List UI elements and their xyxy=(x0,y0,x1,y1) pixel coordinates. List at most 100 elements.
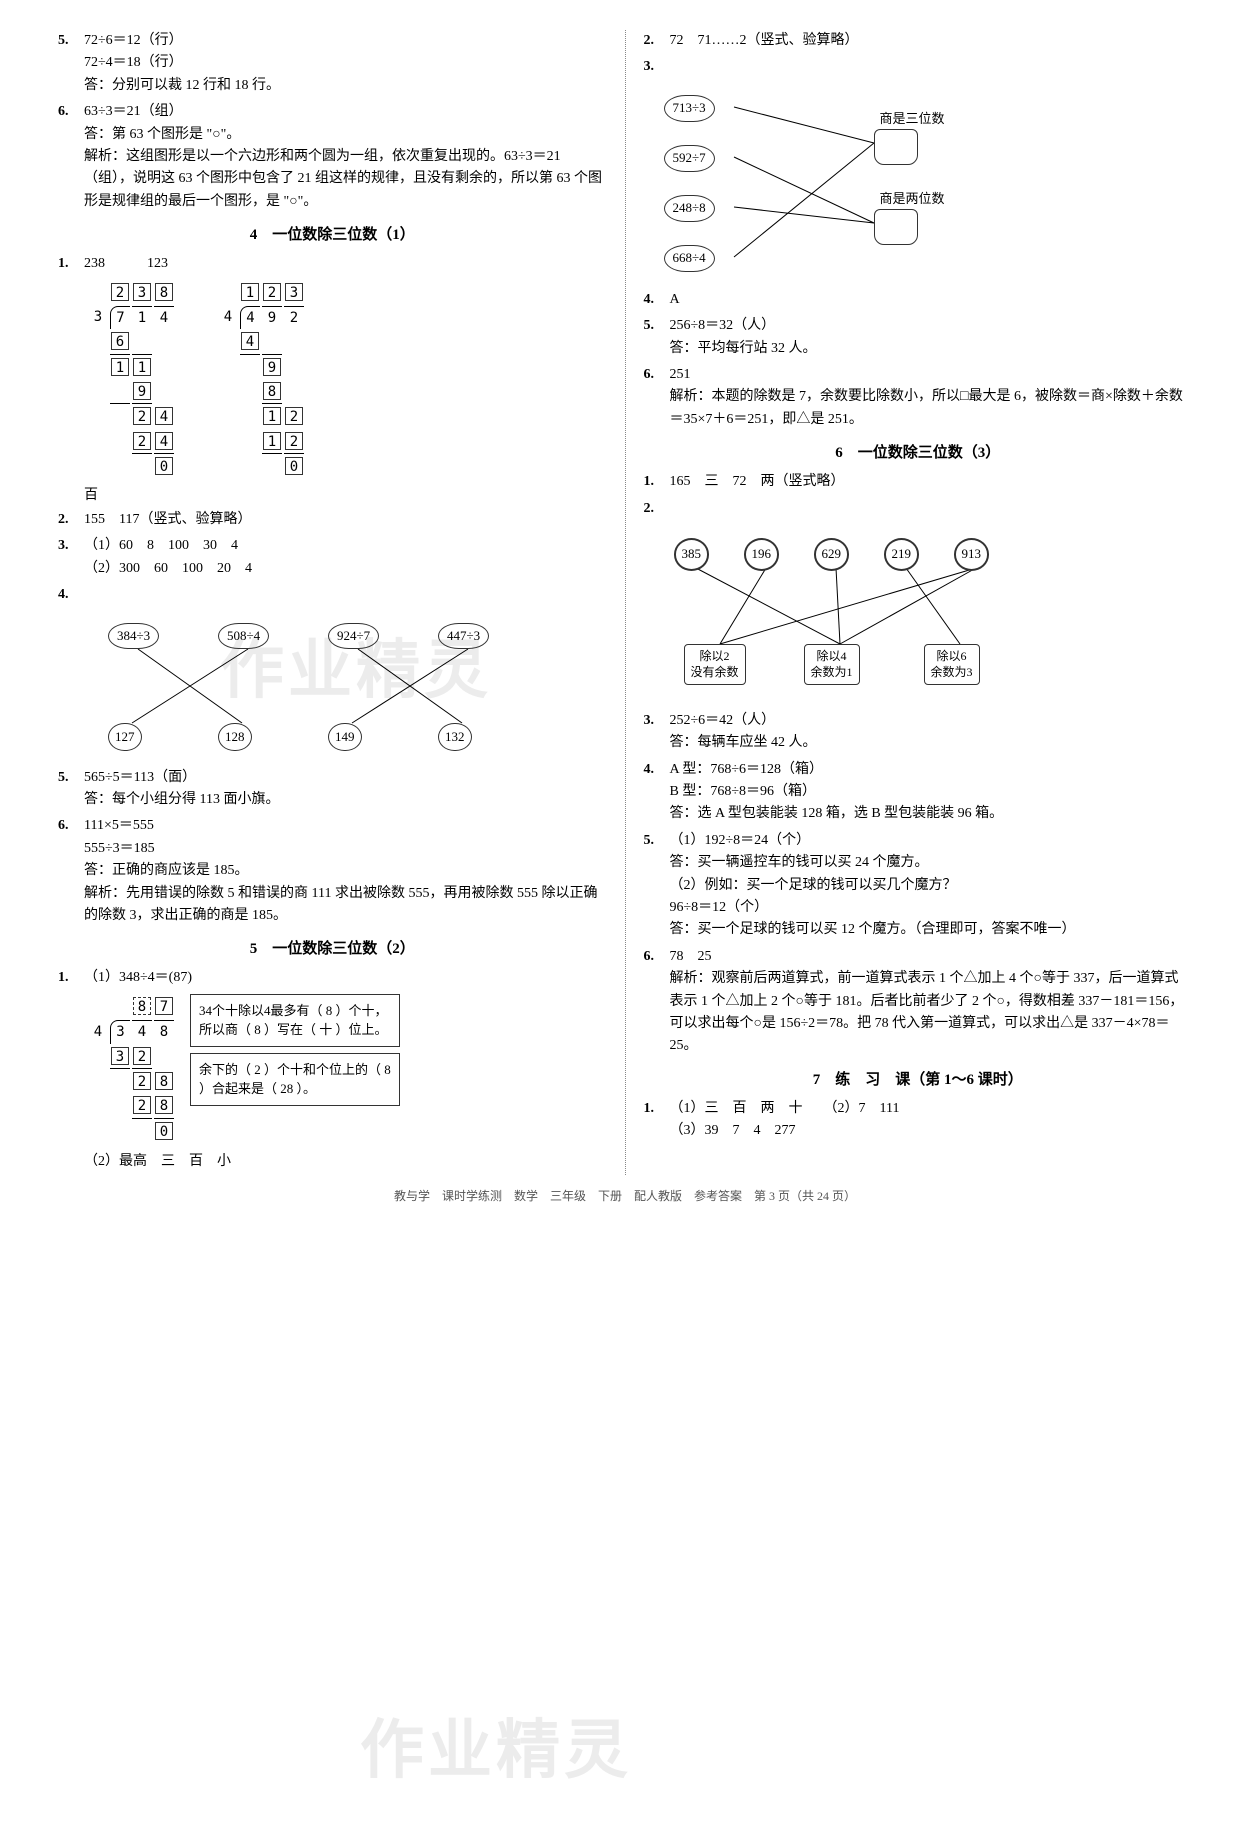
text-line: 答：正确的商应该是 185。 xyxy=(84,860,607,882)
s4-q2: 2.155 117（竖式、验算略） xyxy=(58,509,607,531)
long-division-2: 123 4492 4 9 8 12 12 0 xyxy=(216,280,306,481)
long-division-annotated: 87 4348 32 28 28 0 34个十除以4最多有（ 8 ）个十，所以商… xyxy=(86,994,607,1145)
text-line: 252÷6＝42（人） xyxy=(670,710,1193,732)
matching-diagram-crab: 713÷3 592÷7 248÷8 668÷4 商是三位数商是两位数 xyxy=(654,83,1193,283)
text-line: （3）39 7 4 277 xyxy=(670,1120,1193,1142)
text-line: 答：第 63 个图形是 "○"。 xyxy=(84,124,607,146)
annotation-box-2: 余下的（ 2 ）个十和个位上的（ 8 ）合起来是（ 28 ）。 xyxy=(190,1053,400,1106)
s7-q1: 1. （1）三 百 两 十 （2）7 111 （3）39 7 4 277 xyxy=(644,1098,1193,1143)
box-node: 除以6余数为3 xyxy=(924,644,980,685)
r-q6: 6. 251 解析：本题的除数是 7，余数要比除数小，所以□最大是 6，被除数＝… xyxy=(644,364,1193,431)
matching-diagram-fish: 384÷3 508÷4 924÷7 447÷3 127 128 149 132 xyxy=(68,611,607,761)
s6-q2: 2. xyxy=(644,498,1193,520)
r-q2: 2.72 71……2（竖式、验算略） xyxy=(644,30,1193,52)
text-line: （1）348÷4＝(87) xyxy=(84,967,607,989)
watermark: 作业精灵 xyxy=(360,1700,632,1802)
r-q4: 4.A xyxy=(644,289,1193,311)
section-4-title: 4 一位数除三位数（1） xyxy=(58,223,607,247)
q-number: 1. xyxy=(58,253,84,275)
coin-node: 196 xyxy=(744,538,780,571)
s6-q4: 4. A 型：768÷6＝128（箱） B 型：768÷8＝96（箱） 答：选 … xyxy=(644,759,1193,826)
text-line: A 型：768÷6＝128（箱） xyxy=(670,759,1193,781)
s4-q5: 5. 565÷5＝113（面） 答：每个小组分得 113 面小旗。 xyxy=(58,767,607,812)
fish-node: 384÷3 xyxy=(108,623,159,650)
fish-node: 508÷4 xyxy=(218,623,269,650)
text-line: （2）300 60 100 20 4 xyxy=(84,558,607,580)
q-number: 5. xyxy=(58,30,84,97)
text-line: 答：选 A 型包装能装 128 箱，选 B 型包装能装 96 箱。 xyxy=(670,803,1193,825)
q6: 6. 63÷3＝21（组） 答：第 63 个图形是 "○"。 解析：这组图形是以… xyxy=(58,101,607,213)
s4-q4: 4. xyxy=(58,584,607,606)
s4-q6: 6. 111×5＝555 555÷3＝185 答：正确的商应该是 185。 解析… xyxy=(58,815,607,927)
coin-node: 913 xyxy=(954,538,990,571)
text-line: 63÷3＝21（组） xyxy=(84,101,607,123)
text-line: 答：每个小组分得 113 面小旗。 xyxy=(84,789,607,811)
text-line: 555÷3＝185 xyxy=(84,838,607,860)
apple-node: 132 xyxy=(438,723,472,752)
annotation-box-1: 34个十除以4最多有（ 8 ）个十，所以商（ 8 ）写在（ 十 ）位上。 xyxy=(190,994,400,1047)
text-line: 256÷8＝32（人） xyxy=(670,315,1193,337)
text-line: 72÷6＝12（行） xyxy=(84,30,607,52)
text-line: 96÷8＝12（个） xyxy=(670,897,1193,919)
page-footer: 教与学 课时学练测 数学 三年级 下册 配人教版 参考答案 第 3 页（共 24… xyxy=(40,1187,1210,1206)
bucket-icon xyxy=(874,209,918,252)
text-line: 答：买一个足球的钱可以买 12 个魔方。（合理即可，答案不唯一） xyxy=(670,919,1193,941)
section-7-title: 7 练 习 课（第 1～6 课时） xyxy=(644,1068,1193,1092)
page-columns: 5. 72÷6＝12（行） 72÷4＝18（行） 答：分别可以裁 12 行和 1… xyxy=(40,30,1210,1175)
apple-node: 128 xyxy=(218,723,252,752)
long-division-3: 87 4348 32 28 28 0 xyxy=(86,994,176,1145)
text-line: 78 25 xyxy=(670,946,1193,968)
text-line: 百 xyxy=(58,485,607,507)
apple-node: 127 xyxy=(108,723,142,752)
r-q3: 3. xyxy=(644,56,1193,78)
text-line: 565÷5＝113（面） xyxy=(84,767,607,789)
text-line: 解析：先用错误的除数 5 和错误的商 111 求出被除数 555，再用被除数 5… xyxy=(84,883,607,928)
long-division-row: 238 3714 6 11 9 24 24 0 123 4492 4 9 8 1… xyxy=(86,280,607,481)
long-division-1: 238 3714 6 11 9 24 24 0 xyxy=(86,280,176,481)
q-number: 6. xyxy=(58,101,84,213)
r-q5: 5. 256÷8＝32（人） 答：平均每行站 32 人。 xyxy=(644,315,1193,360)
s5-q1: 1. （1）348÷4＝(87) xyxy=(58,967,607,989)
q5: 5. 72÷6＝12（行） 72÷4＝18（行） 答：分别可以裁 12 行和 1… xyxy=(58,30,607,97)
text-line: 答：每辆车应坐 42 人。 xyxy=(670,732,1193,754)
text-line: 解析：观察前后两道算式，前一道算式表示 1 个△加上 4 个○等于 337，后一… xyxy=(670,968,1193,1058)
bucket-label: 商是两位数 xyxy=(880,189,945,210)
coin-node: 385 xyxy=(674,538,710,571)
text-line: B 型：768÷8＝96（箱） xyxy=(670,781,1193,803)
text-line: 解析：本题的除数是 7，余数要比除数小，所以□最大是 6，被除数＝商×除数＋余数… xyxy=(670,386,1193,431)
text-line: 答：买一辆遥控车的钱可以买 24 个魔方。 xyxy=(670,852,1193,874)
coin-node: 629 xyxy=(814,538,850,571)
fish-node: 447÷3 xyxy=(438,623,489,650)
text-line: 238 123 xyxy=(84,253,607,275)
s4-q3: 3. （1）60 8 100 30 4 （2）300 60 100 20 4 xyxy=(58,535,607,580)
text-line: （2）最高 三 百 小 xyxy=(58,1151,607,1173)
right-column: 2.72 71……2（竖式、验算略） 3. 713÷3 592÷7 248÷8 668… xyxy=(626,30,1211,1175)
text-line: （2）例如：买一个足球的钱可以买几个魔方？ xyxy=(670,875,1193,897)
apple-node: 149 xyxy=(328,723,362,752)
box-node: 除以4余数为1 xyxy=(804,644,860,685)
crab-node: 668÷4 xyxy=(664,245,715,272)
text-line: （1）三 百 两 十 （2）7 111 xyxy=(670,1098,1193,1120)
s6-q6: 6. 78 25 解析：观察前后两道算式，前一道算式表示 1 个△加上 4 个○… xyxy=(644,946,1193,1058)
bucket-icon xyxy=(874,129,918,172)
crab-node: 592÷7 xyxy=(664,145,715,172)
bucket-label: 商是三位数 xyxy=(880,109,945,130)
text-line: 答：分别可以裁 12 行和 18 行。 xyxy=(84,75,607,97)
crab-node: 713÷3 xyxy=(664,95,715,122)
text-line: （1）60 8 100 30 4 xyxy=(84,535,607,557)
text-line: （1）192÷8＝24（个） xyxy=(670,830,1193,852)
text-line: 解析：这组图形是以一个六边形和两个圆为一组，依次重复出现的。63÷3＝21（组）… xyxy=(84,146,607,213)
coin-node: 219 xyxy=(884,538,920,571)
fish-node: 924÷7 xyxy=(328,623,379,650)
text-line: 72÷4＝18（行） xyxy=(84,52,607,74)
text-line: 251 xyxy=(670,364,1193,386)
left-column: 5. 72÷6＝12（行） 72÷4＝18（行） 答：分别可以裁 12 行和 1… xyxy=(40,30,626,1175)
matching-diagram-coin: 385 196 629 219 913 除以2没有余数 除以4余数为1 除以6余数为3 xyxy=(654,524,1193,704)
s6-q5: 5. （1）192÷8＝24（个） 答：买一辆遥控车的钱可以买 24 个魔方。 … xyxy=(644,830,1193,942)
section-6-title: 6 一位数除三位数（3） xyxy=(644,441,1193,465)
crab-node: 248÷8 xyxy=(664,195,715,222)
text-line: 答：平均每行站 32 人。 xyxy=(670,338,1193,360)
box-node: 除以2没有余数 xyxy=(684,644,746,685)
s4-q1: 1. 238 123 xyxy=(58,253,607,275)
s6-q1: 1.165 三 72 两（竖式略） xyxy=(644,471,1193,493)
